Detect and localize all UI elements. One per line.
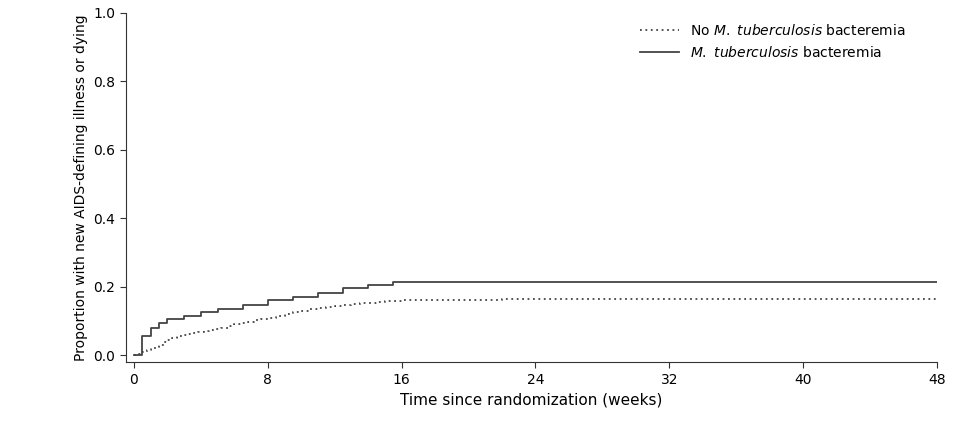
Y-axis label: Proportion with new AIDS-defining illness or dying: Proportion with new AIDS-defining illnes…: [73, 14, 88, 361]
X-axis label: Time since randomization (weeks): Time since randomization (weeks): [400, 392, 663, 407]
Legend: No $\mathit{M.\ tuberculosis}$ bacteremia, $\mathit{M.\ tuberculosis}$ bacteremi: No $\mathit{M.\ tuberculosis}$ bacteremi…: [640, 23, 906, 60]
